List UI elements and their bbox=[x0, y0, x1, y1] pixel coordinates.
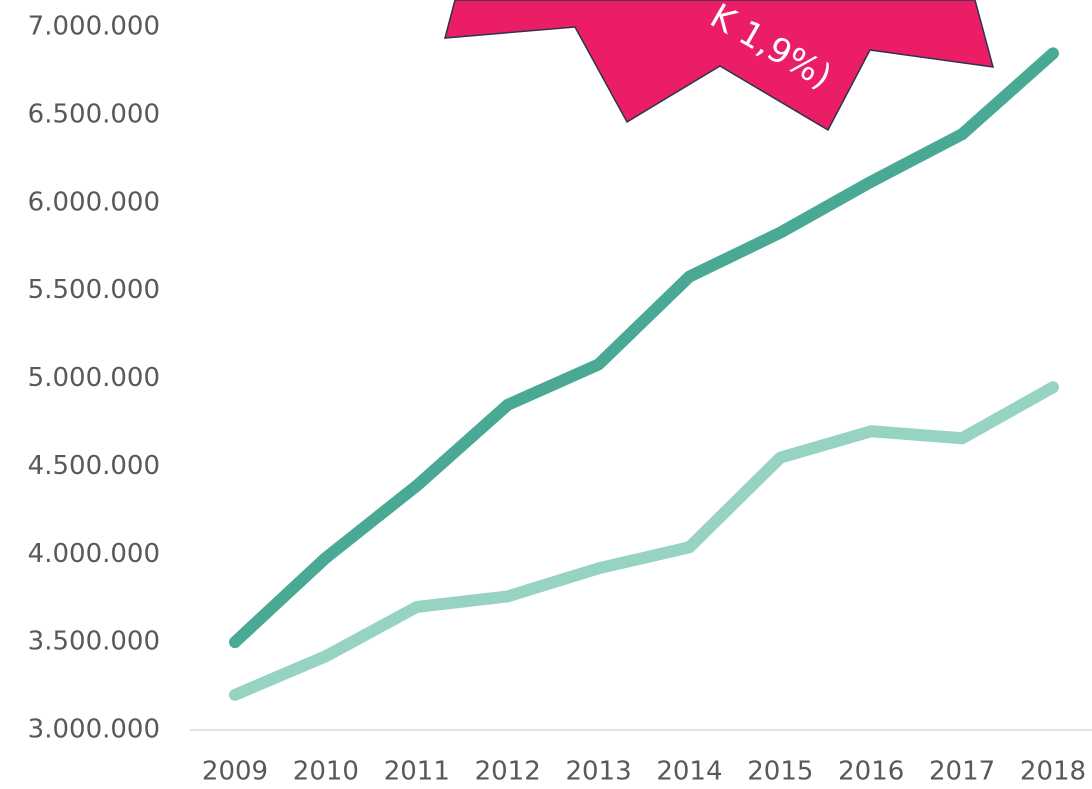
y-tick-label: 7.000.000 bbox=[28, 12, 160, 42]
x-tick-label: 2009 bbox=[202, 757, 268, 786]
y-tick-label: 6.000.000 bbox=[28, 187, 160, 217]
y-tick-label: 3.000.000 bbox=[28, 715, 160, 745]
x-tick-label: 2013 bbox=[565, 757, 631, 786]
x-tick-label: 2018 bbox=[1020, 757, 1086, 786]
starburst bbox=[444, 0, 995, 132]
x-tick-label: 2015 bbox=[747, 757, 813, 786]
y-tick-label: 4.000.000 bbox=[28, 539, 160, 569]
x-tick-label: 2017 bbox=[929, 757, 995, 786]
y-tick-label: 5.500.000 bbox=[28, 275, 160, 305]
series-line bbox=[229, 381, 1059, 701]
y-tick-label: 6.500.000 bbox=[28, 99, 160, 129]
y-tick-label: 5.000.000 bbox=[28, 363, 160, 393]
x-tick-label: 2011 bbox=[384, 757, 450, 786]
y-tick-label: 4.500.000 bbox=[28, 451, 160, 481]
x-tick-label: 2010 bbox=[293, 757, 359, 786]
x-tick-label: 2012 bbox=[475, 757, 541, 786]
x-tick-label: 2016 bbox=[838, 757, 904, 786]
y-tick-label: 3.500.000 bbox=[28, 627, 160, 657]
x-tick-label: 2014 bbox=[656, 757, 722, 786]
series-line bbox=[229, 47, 1059, 649]
